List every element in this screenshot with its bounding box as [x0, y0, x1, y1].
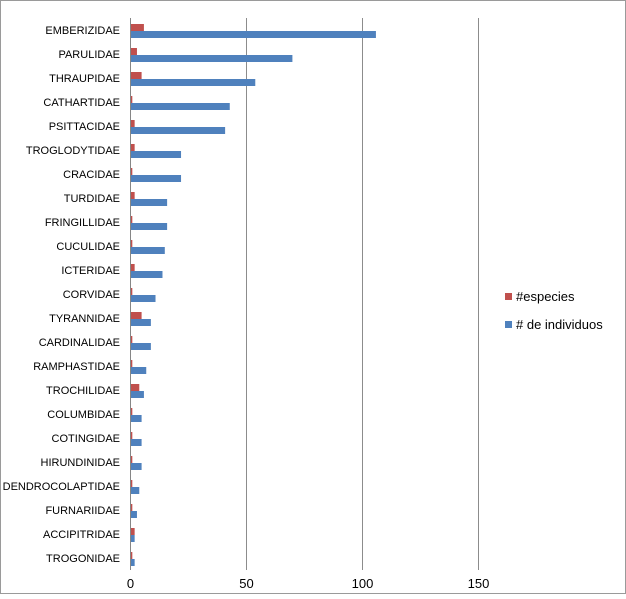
- bar-especies: [130, 456, 133, 463]
- category-label: PARULIDAE: [58, 49, 120, 61]
- bar-individuos: [130, 247, 165, 254]
- category-label: FURNARIIDAE: [45, 505, 120, 517]
- bar-especies: [130, 48, 137, 55]
- category-label: CRACIDAE: [63, 169, 120, 181]
- bar-especies: [130, 168, 133, 175]
- bar-individuos: [130, 391, 144, 398]
- category-label: TURDIDAE: [64, 193, 120, 205]
- bar-individuos: [130, 559, 135, 566]
- bar-individuos: [130, 103, 230, 110]
- bar-especies: [130, 192, 135, 199]
- bar-individuos: [130, 319, 151, 326]
- bar-especies: [130, 240, 133, 247]
- legend-swatch: [505, 321, 512, 328]
- bar-especies: [130, 432, 133, 439]
- legend-label: # de individuos: [516, 317, 603, 332]
- category-labels: EMBERIZIDAE PARULIDAE THRAUPIDAE CATHARTIDA…: [3, 25, 120, 565]
- bar-especies: [130, 24, 144, 31]
- bar-especies: [130, 216, 133, 223]
- bar-individuos: [130, 175, 182, 182]
- bar-individuos: [130, 415, 142, 422]
- bar-especies: [130, 384, 140, 391]
- bar-individuos: [130, 439, 142, 446]
- bar-especies: [130, 288, 133, 295]
- category-label: CUCULIDAE: [56, 241, 120, 253]
- x-tick-label: 100: [352, 576, 374, 591]
- bar-especies: [130, 552, 133, 559]
- x-tick-labels: 0 50 100 150: [127, 576, 489, 591]
- legend-swatch: [505, 293, 512, 300]
- category-label: PSITTACIDAE: [49, 121, 120, 133]
- bar-especies: [130, 72, 142, 79]
- category-label: COTINGIDAE: [52, 433, 120, 445]
- bar-especies: [130, 408, 133, 415]
- bar-especies: [130, 312, 142, 319]
- bar-especies: [130, 96, 133, 103]
- bar-individuos: [130, 487, 140, 494]
- category-label: TROGONIDAE: [46, 553, 120, 565]
- bar-individuos: [130, 223, 168, 230]
- bar-especies: [130, 264, 135, 271]
- category-label: CATHARTIDAE: [43, 97, 120, 109]
- category-label: CORVIDAE: [63, 289, 120, 301]
- bar-individuos: [130, 199, 168, 206]
- category-label: RAMPHASTIDAE: [33, 361, 120, 373]
- bar-especies: [130, 480, 133, 487]
- bar-individuos: [130, 367, 147, 374]
- category-label: THRAUPIDAE: [49, 73, 120, 85]
- bar-individuos: [130, 151, 182, 158]
- gridlines: [246, 18, 479, 570]
- category-label: ACCIPITRIDAE: [43, 529, 120, 541]
- x-tick-label: 50: [239, 576, 253, 591]
- category-label: TYRANNIDAE: [49, 313, 120, 325]
- bar-individuos: [130, 535, 135, 542]
- bar-individuos: [130, 271, 163, 278]
- bar-individuos: [130, 55, 293, 62]
- bar-individuos: [130, 31, 376, 38]
- bar-individuos: [130, 127, 226, 134]
- bar-individuos: [130, 343, 151, 350]
- bar-especies: [130, 504, 133, 511]
- category-label: EMBERIZIDAE: [45, 25, 120, 37]
- legend: #especies # de individuos: [505, 289, 603, 332]
- category-label: COLUMBIDAE: [47, 409, 120, 421]
- category-label: HIRUNDINIDAE: [41, 457, 120, 469]
- category-label: DENDROCOLAPTIDAE: [3, 481, 120, 493]
- category-label: TROGLODYTIDAE: [26, 145, 120, 157]
- category-label: FRINGILLIDAE: [45, 217, 120, 229]
- bar-individuos: [130, 79, 256, 86]
- bar-individuos: [130, 295, 156, 302]
- category-label: ICTERIDAE: [61, 265, 120, 277]
- bar-individuos: [130, 463, 142, 470]
- bar-especies: [130, 120, 135, 127]
- bar-especies: [130, 144, 135, 151]
- category-label: TROCHILIDAE: [46, 385, 120, 397]
- bar-especies: [130, 336, 133, 343]
- category-label: CARDINALIDAE: [39, 337, 120, 349]
- x-tick-label: 0: [127, 576, 134, 591]
- bar-especies: [130, 528, 135, 535]
- bars: [130, 24, 376, 566]
- x-tick-label: 150: [468, 576, 490, 591]
- bar-especies: [130, 360, 133, 367]
- legend-label: #especies: [516, 289, 575, 304]
- bar-individuos: [130, 511, 137, 518]
